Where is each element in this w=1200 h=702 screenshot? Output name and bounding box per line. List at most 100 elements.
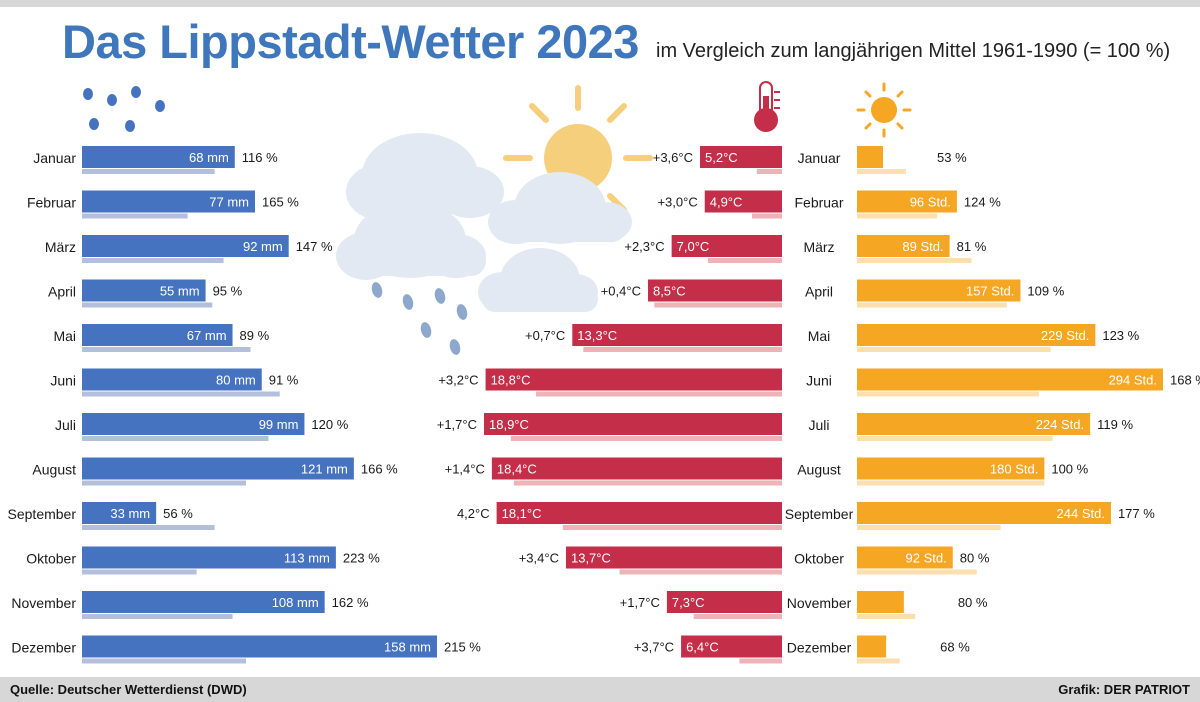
sun-bar [857,635,887,658]
temp-difference-label: +3,4°C [519,551,559,566]
sun-bar [857,190,957,213]
rain-value-label: 99 mm [259,417,299,432]
sun-bar [857,457,1045,480]
rain-percent-label: 215 % [444,640,481,655]
sun-percent-label: 80 % [958,595,988,610]
temp-reference-bar [619,569,782,575]
temp-reference-bar [693,614,782,619]
sun-month-label: Mai [808,328,831,344]
sun-percent-label: 100 % [1051,462,1088,477]
temp-reference-bar [654,302,782,308]
temp-difference-label: +0,4°C [601,284,641,299]
rain-month-label: Januar [33,150,76,166]
temp-value-label: 18,9°C [489,417,529,432]
temp-reference-bar [510,436,782,441]
temp-value-label: 8,5°C [653,284,686,299]
sun-value-label: 89 Std. [902,239,943,254]
sun-month-label: März [803,239,834,255]
sun-value-label: 224 Std. [1036,417,1084,432]
rain-month-label: Juli [55,417,76,433]
rain-month-label: Mai [53,328,76,344]
footer-bar [0,677,1200,702]
rain-percent-label: 95 % [213,284,243,299]
rain-month-label: August [32,462,76,478]
rain-percent-label: 116 % [242,150,278,165]
sun-reference-bar [857,569,977,575]
sun-value-label: 294 Std. [1109,373,1157,388]
sun-value-label: 244 Std. [1057,506,1105,521]
sun-month-label: August [797,462,841,478]
rain-percent-label: 162 % [332,595,369,610]
thermometer-icon [754,81,780,132]
sun-month-label: Juli [808,417,829,433]
rain-value-label: 77 mm [209,195,249,210]
rain-value-label: 108 mm [272,595,319,610]
temp-difference-label: 4,2°C [457,506,490,521]
temp-bar [496,502,782,524]
weather-illustration [336,85,653,355]
sun-percent-label: 68 % [940,640,970,655]
sun-percent-label: 123 % [1102,328,1139,343]
rain-month-label: März [45,239,76,255]
rain-illustration-icon [371,282,468,355]
rain-percent-label: 165 % [262,195,299,210]
temp-bar [565,546,782,569]
rain-reference-bar [82,213,188,219]
sun-percent-label: 177 % [1118,506,1155,521]
temp-difference-label: +2,3°C [624,239,664,254]
temp-bar [647,279,782,302]
rain-percent-label: 120 % [311,417,348,432]
sun-reference-bar [857,391,1040,397]
temp-reference-bar [739,658,782,664]
temp-value-label: 6,4°C [686,640,719,655]
cloud-illustration-icon [336,133,632,312]
sun-percent-label: 81 % [957,239,987,254]
sun-bar [857,413,1091,435]
rain-percent-label: 147 % [296,239,333,254]
rain-reference-bar [82,525,215,530]
temp-value-label: 13,7°C [571,551,611,566]
rain-reference-bar [82,480,247,486]
temp-bar [700,146,782,168]
sun-percent-label: 168 % [1170,373,1200,388]
rain-reference-bar [82,169,215,174]
temp-reference-bar [756,169,782,174]
rain-value-label: 68 mm [189,150,229,165]
sun-reference-bar [857,347,1051,352]
sun-reference-bar [857,658,900,664]
sun-bar [857,502,1111,524]
rain-value-label: 33 mm [110,506,150,521]
rain-reference-bar [82,347,251,352]
temp-reference-bar [536,391,782,397]
source-note: Quelle: Deutscher Wetterdienst (DWD) [10,682,247,697]
sun-month-label: Dezember [787,640,852,656]
sun-percent-label: 53 % [937,150,967,165]
rain-bar [82,546,336,569]
rain-bar [82,635,437,658]
temp-reference-bar [583,347,782,352]
temp-reference-bar [562,525,782,530]
temp-difference-label: +3,0°C [657,195,697,210]
rain-reference-bar [82,658,247,664]
sun-bar [857,235,950,257]
rain-percent-label: 89 % [240,328,270,343]
rain-month-label: September [8,506,77,522]
rain-reference-bar [82,569,197,575]
sun-value-label: 229 Std. [1041,328,1089,343]
rain-percent-label: 56 % [163,506,193,521]
temp-value-label: 4,9°C [710,195,743,210]
temp-bar [671,235,782,257]
temp-reference-bar [752,213,782,219]
rain-reference-bar [82,391,280,397]
temp-reference-bar [707,258,782,263]
rain-percent-label: 223 % [343,551,380,566]
sun-value-label: 180 Std. [990,462,1038,477]
sun-value-label: 45 Std. [910,595,951,610]
sun-icon [856,82,912,138]
temp-bar [681,635,782,658]
sun-reference-bar [857,258,972,263]
sun-month-label: April [805,284,833,300]
rain-value-label: 158 mm [384,640,431,655]
bars-layer: Januar 68 mm 116 % 5,2°C +3,6°C Januar 25 Std.… [8,146,1200,664]
rain-month-label: November [11,595,76,611]
